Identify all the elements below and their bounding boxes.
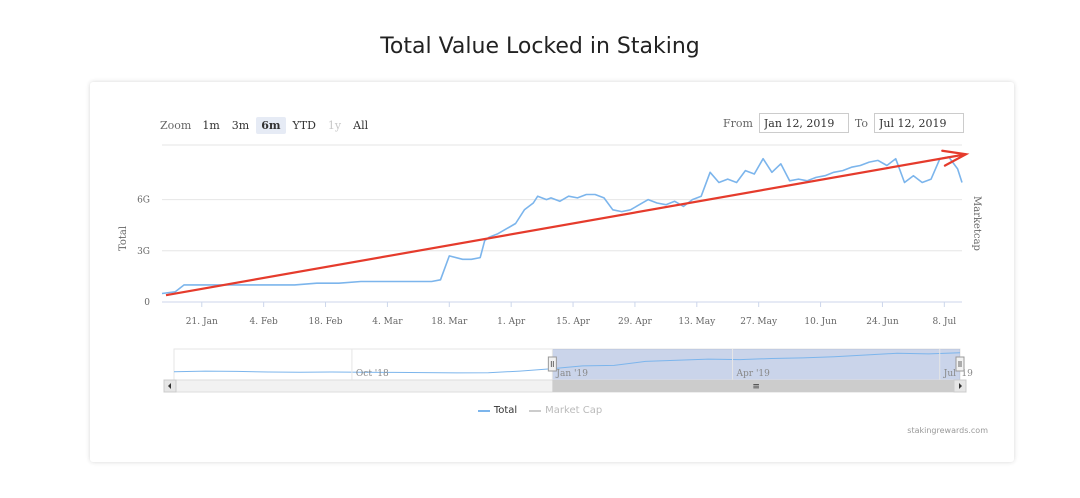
- legend-item-total[interactable]: Total: [477, 405, 518, 416]
- navigator-area[interactable]: [173, 348, 961, 381]
- zoom-1m-button[interactable]: 1m: [202, 118, 220, 132]
- y-axis-title: Total: [118, 226, 129, 251]
- x-tick-label: 18. Feb: [309, 317, 343, 327]
- zoom-3m-button[interactable]: 3m: [231, 118, 250, 132]
- trend-arrow-head: [941, 149, 970, 167]
- trend-arrow-line: [165, 153, 967, 297]
- scrollbar-left-arrow-icon: [168, 383, 171, 389]
- x-tick-label: 8. Jul: [932, 317, 956, 327]
- legend-item-market-cap[interactable]: Market Cap: [529, 405, 602, 416]
- credits-link[interactable]: stakingrewards.com: [907, 426, 988, 435]
- zoom-selector: Zoom 1m 3m 6m YTD 1y All: [160, 116, 375, 134]
- scrollbar-thumb-icon: ≡: [752, 382, 760, 392]
- navigator-series-line: [173, 352, 961, 374]
- zoom-ytd-button[interactable]: YTD: [292, 118, 316, 132]
- navigator-label: Jul '19: [943, 369, 973, 379]
- zoom-1y-button[interactable]: 1y: [327, 118, 342, 132]
- navigator-label: Apr '19: [736, 369, 771, 379]
- y-tick-label: 3G: [137, 247, 150, 257]
- x-tick-label: 4. Mar: [372, 317, 403, 327]
- x-tick-label: 21. Jan: [186, 317, 218, 327]
- x-tick-label: 27. May: [740, 317, 778, 327]
- x-tick-label: 29. Apr: [618, 317, 652, 327]
- scrollbar-thumb[interactable]: [552, 380, 960, 392]
- zoom-label: Zoom: [160, 118, 192, 132]
- y-tick-label: 6G: [137, 196, 150, 206]
- navigator-label: Oct '18: [356, 369, 389, 379]
- page-title: Total Value Locked in Staking: [380, 34, 700, 59]
- navigator-handle-left[interactable]: [547, 356, 557, 372]
- legend: Total Market Cap: [0, 405, 1080, 416]
- from-date-input[interactable]: [758, 113, 849, 133]
- scrollbar-right-arrow-icon: [959, 383, 962, 389]
- legend-label-total: Total: [493, 405, 518, 416]
- legend-label-market-cap: Market Cap: [545, 405, 603, 416]
- x-tick-label: 4. Feb: [250, 317, 279, 327]
- y-tick-label: 0: [144, 298, 150, 308]
- legend-swatch-total: [477, 409, 490, 412]
- series-line-total[interactable]: [161, 156, 963, 295]
- navigator-label: Jan '19: [555, 369, 588, 379]
- x-tick-label: 1. Apr: [497, 317, 526, 327]
- x-tick-label: 15. Apr: [556, 317, 590, 327]
- date-range-selector: From To: [717, 113, 964, 133]
- x-tick-label: 18. Mar: [431, 317, 468, 327]
- to-date-input[interactable]: [874, 113, 964, 133]
- zoom-6m-button[interactable]: 6m: [256, 116, 286, 134]
- legend-swatch-market-cap: [529, 409, 542, 412]
- navigator-handle-right[interactable]: [955, 356, 965, 372]
- x-tick-label: 24. Jun: [866, 317, 899, 327]
- x-tick-label: 13. May: [678, 317, 716, 327]
- to-label: To: [854, 116, 868, 130]
- y2-axis-title: Marketcap: [971, 196, 982, 251]
- x-tick-label: 10. Jun: [804, 317, 837, 327]
- from-label: From: [722, 116, 753, 130]
- zoom-all-button[interactable]: All: [353, 118, 369, 132]
